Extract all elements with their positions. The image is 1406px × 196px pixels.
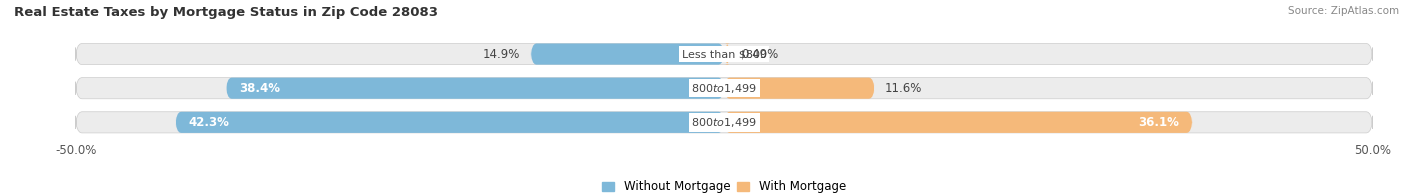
Text: 0.49%: 0.49% — [741, 48, 778, 61]
Text: 42.3%: 42.3% — [188, 116, 229, 129]
Text: 36.1%: 36.1% — [1139, 116, 1180, 129]
Text: 11.6%: 11.6% — [884, 82, 922, 95]
Legend: Without Mortgage, With Mortgage: Without Mortgage, With Mortgage — [602, 181, 846, 193]
FancyBboxPatch shape — [724, 112, 1192, 133]
Text: Source: ZipAtlas.com: Source: ZipAtlas.com — [1288, 6, 1399, 16]
FancyBboxPatch shape — [531, 44, 724, 65]
Text: Less than $800: Less than $800 — [682, 49, 766, 59]
FancyBboxPatch shape — [176, 112, 724, 133]
Text: $800 to $1,499: $800 to $1,499 — [692, 116, 756, 129]
Text: 38.4%: 38.4% — [239, 82, 280, 95]
FancyBboxPatch shape — [76, 78, 1372, 99]
Text: Real Estate Taxes by Mortgage Status in Zip Code 28083: Real Estate Taxes by Mortgage Status in … — [14, 6, 439, 19]
Text: 14.9%: 14.9% — [484, 48, 520, 61]
FancyBboxPatch shape — [724, 78, 875, 99]
Text: $800 to $1,499: $800 to $1,499 — [692, 82, 756, 95]
FancyBboxPatch shape — [724, 44, 731, 65]
FancyBboxPatch shape — [76, 44, 1372, 65]
FancyBboxPatch shape — [76, 112, 1372, 133]
FancyBboxPatch shape — [226, 78, 724, 99]
